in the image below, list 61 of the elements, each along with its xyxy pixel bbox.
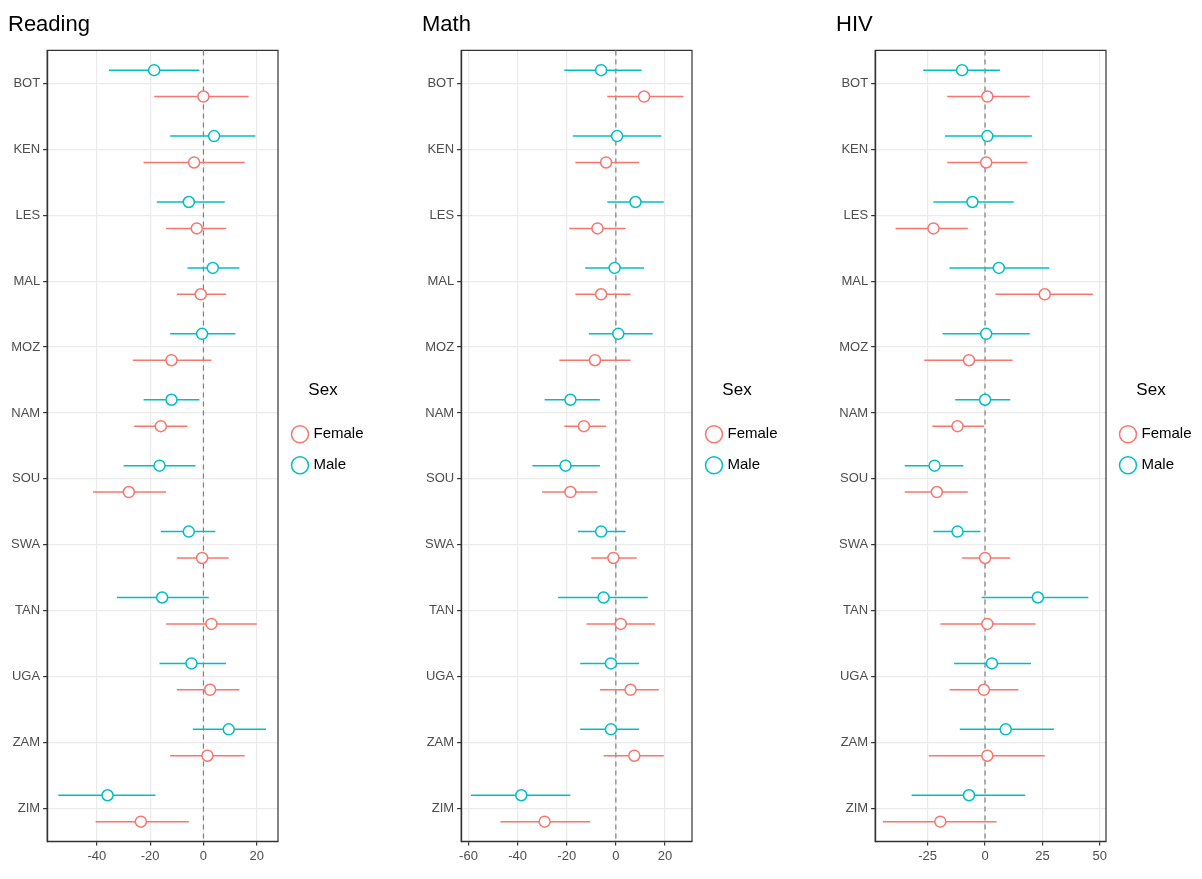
y-tick-label: ZAM: [12, 734, 41, 750]
legend-title: Sex: [308, 380, 339, 400]
chart-title: Reading: [8, 11, 90, 37]
legend-label: Female: [313, 424, 364, 442]
y-tick-label: KEN: [427, 140, 455, 156]
legend-label: Male: [1141, 455, 1175, 473]
y-tick-label: MAL: [427, 272, 455, 288]
y-tick-label: TAN: [429, 602, 455, 618]
y-tick-label: ZAM: [840, 734, 869, 750]
y-tick-label: NAM: [425, 404, 455, 420]
y-tick-label: UGA: [425, 668, 455, 684]
y-tick-label: SWA: [10, 536, 41, 552]
y-tick-label: BOT: [427, 74, 455, 90]
y-tick-label: UGA: [11, 668, 41, 684]
y-tick-label: ZIM: [17, 800, 41, 816]
legend-label: Female: [1141, 424, 1192, 442]
legend-label: Female: [727, 424, 778, 442]
x-tick-label: 0: [981, 847, 989, 863]
legend-label: Male: [727, 455, 761, 473]
x-tick-label: 0: [199, 847, 208, 863]
y-tick-label: LES: [429, 206, 455, 222]
x-tick-label: 20: [249, 847, 264, 863]
y-tick-label: MAL: [13, 272, 41, 288]
y-tick-label: ZIM: [845, 800, 869, 816]
x-tick-label: -40: [508, 847, 528, 863]
x-tick-label: 0: [612, 847, 620, 863]
y-tick-label: BOT: [841, 74, 869, 90]
y-tick-label: LES: [843, 206, 869, 222]
y-tick-label: KEN: [13, 140, 41, 156]
x-tick-label: 50: [1092, 847, 1108, 863]
y-tick-label: SOU: [425, 470, 455, 486]
x-tick-label: 25: [1035, 847, 1050, 863]
y-tick-label: SOU: [11, 470, 41, 486]
y-tick-label: TAN: [15, 602, 41, 618]
x-tick-label: -20: [140, 847, 160, 863]
legend-title: Sex: [722, 380, 753, 400]
x-tick-label: 20: [657, 847, 673, 863]
y-tick-label: TAN: [843, 602, 869, 618]
y-tick-label: BOT: [13, 74, 41, 90]
x-tick-label: -60: [459, 847, 478, 863]
y-tick-label: SWA: [424, 536, 455, 552]
y-tick-label: LES: [15, 206, 41, 222]
y-tick-label: SOU: [839, 470, 869, 486]
y-tick-label: MOZ: [839, 338, 869, 354]
y-tick-label: NAM: [11, 404, 41, 420]
legend-title: Sex: [1136, 380, 1167, 400]
y-tick-label: UGA: [839, 668, 869, 684]
y-tick-label: MOZ: [425, 338, 455, 354]
chart-title: Math: [422, 11, 471, 37]
y-tick-label: SWA: [838, 536, 869, 552]
x-tick-label: -20: [557, 847, 577, 863]
x-tick-label: -25: [918, 847, 938, 863]
y-tick-label: MOZ: [11, 338, 41, 354]
y-tick-label: MAL: [841, 272, 869, 288]
x-tick-label: -40: [87, 847, 107, 863]
y-tick-label: ZAM: [426, 734, 455, 750]
legend-label: Male: [313, 455, 347, 473]
y-tick-label: KEN: [841, 140, 869, 156]
chart-title: HIV: [836, 11, 873, 37]
y-tick-label: ZIM: [431, 800, 455, 816]
y-tick-label: NAM: [839, 404, 869, 420]
